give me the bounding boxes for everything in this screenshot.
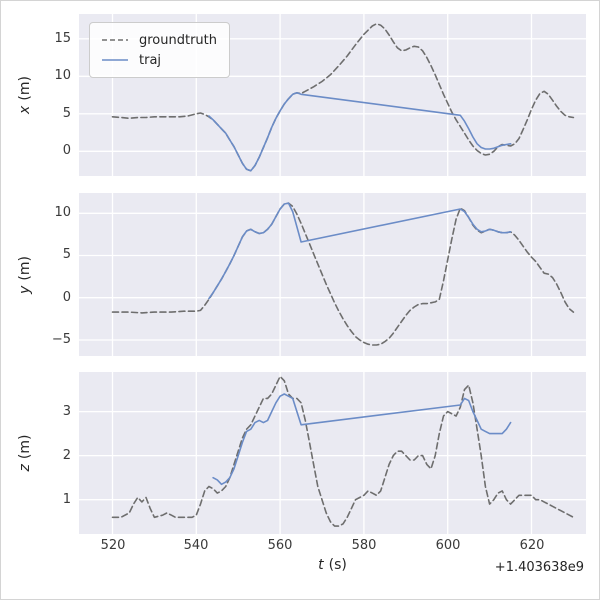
subplot-z-canvas (79, 372, 586, 534)
x-tick-label: 600 (435, 538, 461, 553)
y-tick-label: 2 (62, 448, 71, 463)
y-tick-label: −5 (51, 332, 71, 347)
x-tick-label: 620 (519, 538, 545, 553)
axis-offset-text: +1.403638e9 (494, 560, 584, 575)
legend-label-groundtruth: groundtruth (139, 32, 218, 48)
y-tick-label: 10 (54, 205, 71, 220)
y-tick-label: 5 (62, 247, 71, 262)
y-tick-label: 10 (54, 68, 71, 83)
legend-label-traj: traj (139, 52, 162, 68)
y-axis-label-x: x(m) (17, 76, 33, 114)
x-tick-label: 540 (183, 538, 209, 553)
legend: groundtruth traj (89, 22, 231, 78)
x-tick-label: 520 (100, 538, 126, 553)
subplot-y-canvas (79, 193, 586, 356)
y-tick-label: 0 (62, 143, 71, 158)
y-tick-label: 3 (62, 404, 71, 419)
y-tick-label: 15 (54, 31, 71, 46)
y-tick-label: 1 (62, 492, 71, 507)
y-tick-label: 5 (62, 106, 71, 121)
legend-item-traj: traj (100, 50, 217, 70)
legend-item-groundtruth: groundtruth (100, 30, 217, 50)
groundtruth-line-sample-icon (102, 39, 128, 41)
y-axis-label-y: y(m) (17, 256, 33, 294)
traj-line-sample-icon (102, 59, 128, 61)
y-tick-label: 0 (62, 290, 71, 305)
x-tick-label: 580 (351, 538, 377, 553)
x-tick-label: 560 (267, 538, 293, 553)
x-axis-label: t (s) (318, 557, 347, 573)
